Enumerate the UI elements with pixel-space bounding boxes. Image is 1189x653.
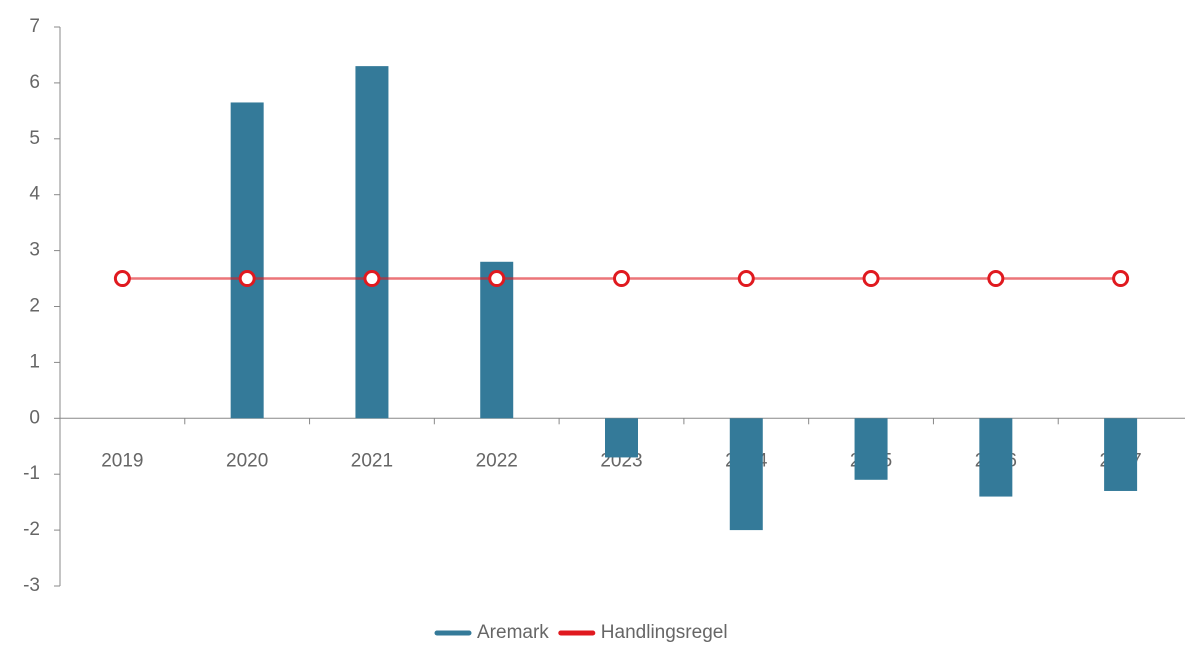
line-marker (238, 270, 256, 288)
y-tick-label: 6 (29, 72, 40, 93)
y-tick-label: 7 (29, 16, 40, 37)
x-tick-label: 2019 (101, 450, 143, 471)
legend-label: Handlingsregel (601, 622, 728, 643)
line-marker (113, 270, 131, 288)
y-tick-label: -3 (23, 575, 40, 596)
line-marker (1112, 270, 1130, 288)
line-marker (987, 270, 1005, 288)
line-marker (613, 270, 630, 288)
line-marker (862, 270, 880, 288)
y-tick-label: 1 (29, 351, 40, 372)
bar (1104, 418, 1138, 491)
y-tick-label: 3 (29, 240, 40, 261)
bar (854, 418, 888, 480)
y-tick-label: 0 (29, 407, 40, 428)
y-tick-label: -2 (23, 519, 40, 540)
legend-label: Aremark (477, 622, 549, 643)
x-tick-label: 2022 (476, 450, 518, 471)
bar (605, 418, 638, 458)
y-tick-label: 4 (29, 184, 40, 205)
line-marker (488, 270, 506, 288)
bar (355, 66, 389, 419)
x-tick-label: 2021 (351, 450, 393, 471)
y-tick-label: 2 (29, 296, 40, 317)
x-tick-label: 2020 (226, 450, 268, 471)
line-marker (363, 270, 381, 288)
line-marker (737, 270, 755, 288)
bar (979, 418, 1013, 497)
bar (230, 102, 264, 419)
bar (729, 418, 763, 531)
y-tick-label: 5 (29, 128, 40, 149)
y-tick-label: -1 (23, 463, 40, 484)
bar (480, 261, 514, 419)
